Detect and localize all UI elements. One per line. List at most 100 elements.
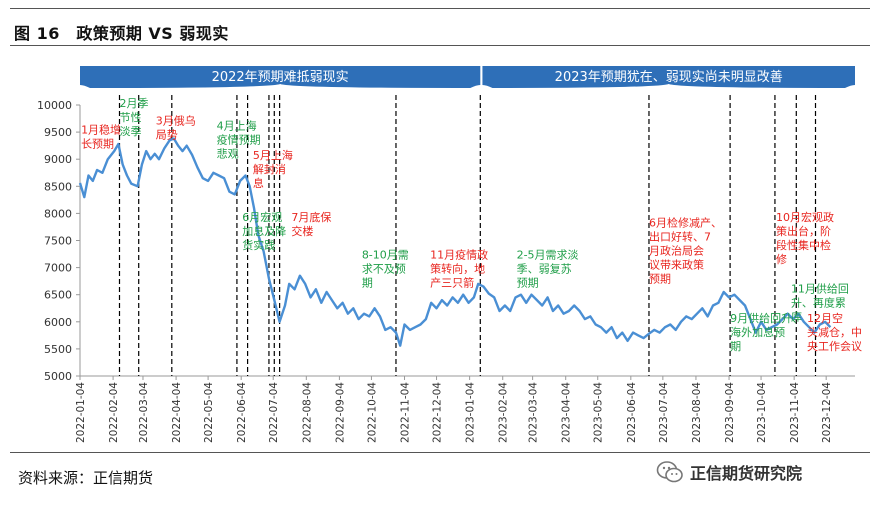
annotation-line: 疫情预期 bbox=[217, 132, 261, 146]
source-note: 资料来源：正信期货 bbox=[18, 469, 154, 487]
bottom-rule bbox=[10, 452, 870, 453]
annotation-line: 海外加息预 bbox=[730, 325, 785, 339]
annotation-text: 10月宏观政策出台，阶段性集中检修 bbox=[776, 210, 834, 266]
x-tick-label: 2023-01-04 bbox=[465, 382, 477, 443]
annotation-line: 8-10月需 bbox=[362, 248, 409, 261]
annotation-line: 淡季 bbox=[119, 125, 141, 138]
annotation-line: 库 bbox=[791, 311, 802, 324]
figure-title: 图 16 政策预期 VS 弱现实 bbox=[14, 24, 229, 43]
x-tick-label: 2022-09-04 bbox=[334, 382, 346, 443]
annotation-line: 央工作会议 bbox=[807, 340, 862, 353]
annotation-line: 预期 bbox=[649, 272, 671, 285]
annotation-line: 长预期 bbox=[81, 138, 114, 151]
x-tick-label: 2023-12-04 bbox=[821, 382, 833, 443]
y-tick-label: 5500 bbox=[44, 343, 72, 356]
annotation-line: 产三只箭 bbox=[430, 275, 474, 289]
x-tick-label: 2023-10-04 bbox=[756, 382, 768, 443]
annotation-line: 预期 bbox=[517, 276, 539, 289]
x-tick-label: 2022-05-04 bbox=[203, 382, 215, 443]
annotation-text: 11月供给回升、再度累库 bbox=[791, 282, 849, 324]
period-band-2 bbox=[482, 66, 855, 88]
annotation-line: 悲观 bbox=[217, 146, 239, 160]
x-tick-label: 2022-06-04 bbox=[236, 382, 248, 443]
top-rule bbox=[10, 8, 870, 9]
annotation-line: 月政治局会 bbox=[649, 243, 704, 257]
x-tick-label: 2023-08-04 bbox=[691, 382, 703, 443]
annotation-line: 议带来政策 bbox=[649, 257, 704, 271]
period-bands: 2022年预期难抵弱现实 2023年预期犹在、弱现实尚未明显改善 bbox=[80, 66, 855, 88]
annotation-line: 9月供给回升、 bbox=[730, 311, 803, 325]
annotation-text: 6月宏观加息及降货实践 bbox=[242, 210, 286, 252]
annotation-line: 节性 bbox=[119, 110, 141, 124]
y-tick-label: 7500 bbox=[44, 235, 72, 248]
annotation-line: 5月上海 bbox=[253, 148, 293, 162]
annotation-line: 修 bbox=[776, 252, 787, 266]
period-band-label-2: 2023年预期犹在、弱现实尚未明显改善 bbox=[555, 69, 783, 85]
y-tick-label: 10000 bbox=[37, 99, 72, 112]
x-tick-label: 2022-04-04 bbox=[171, 382, 183, 443]
annotation-line: 期 bbox=[362, 276, 373, 289]
annotation-line: 求不及预 bbox=[362, 262, 406, 275]
x-tick-label: 2022-07-04 bbox=[268, 382, 280, 443]
y-tick-label: 8000 bbox=[44, 207, 72, 220]
annotation-line: 头减仓，中 bbox=[807, 325, 862, 339]
axes: 5000 5500 6000 6500 7000 7500 8000 8500 9000 9500… bbox=[37, 99, 855, 443]
x-tick-label: 2023-02-04 bbox=[498, 382, 510, 443]
annotation-text: 2月季节性淡季 bbox=[119, 97, 148, 138]
series-line-1 bbox=[78, 137, 832, 347]
annotation-line: 4月上海 bbox=[217, 118, 257, 132]
annotation-text: 6月检修减产、出口好转、7 月政治局会议带来政策预期 bbox=[649, 215, 722, 285]
annotation-line: 息 bbox=[253, 176, 264, 190]
annotation-line: 12月空 bbox=[807, 311, 843, 325]
annotation-line: 升、再度累 bbox=[791, 296, 846, 310]
annotation-line: 段性集中检 bbox=[776, 238, 831, 252]
annotation-text: 7月底保交楼 bbox=[291, 210, 331, 238]
annotation-line: 6月检修减产、 bbox=[649, 215, 722, 229]
x-tick-label: 2022-01-04 bbox=[75, 382, 87, 443]
annotation-line: 7月底保 bbox=[291, 210, 331, 224]
annotation-text: 4月上海疫情预期悲观 bbox=[217, 118, 261, 160]
annotation-text: 8-10月需求不及预期 bbox=[362, 248, 409, 289]
annotation-line: 策转向，地 bbox=[430, 261, 485, 275]
annotation-text: 5月上海解封消息 bbox=[253, 148, 293, 190]
x-tick-label: 2022-11-04 bbox=[400, 382, 412, 443]
brand-logo: 正信期货研究院 bbox=[656, 458, 802, 486]
x-tick-label: 2023-04-04 bbox=[561, 382, 573, 443]
y-tick-label: 6500 bbox=[44, 289, 72, 302]
x-tick-label: 2022-03-04 bbox=[138, 382, 150, 443]
annotation-line: 策出台，阶 bbox=[776, 224, 831, 238]
annotation-text: 11月疫情政策转向，地产三只箭 bbox=[430, 247, 488, 289]
annotation-line: 10月宏观政 bbox=[776, 210, 834, 224]
annotation-line: 局势 bbox=[156, 129, 178, 142]
x-tick-label: 2023-09-04 bbox=[724, 382, 736, 443]
annotation-text: 3月俄乌局势 bbox=[156, 114, 196, 142]
annotation-text: 1月稳增长预期 bbox=[81, 123, 121, 151]
y-tick-label: 9500 bbox=[44, 126, 72, 139]
annotation-line: 11月疫情政 bbox=[430, 247, 488, 261]
y-tick-label: 7000 bbox=[44, 262, 72, 275]
annotation-text: 2-5月需求淡季、弱复苏预期 bbox=[517, 248, 579, 289]
logo-text: 正信期货研究院 bbox=[690, 464, 803, 483]
x-tick-label: 2023-06-04 bbox=[626, 382, 638, 443]
annotation-line: 季、弱复苏 bbox=[517, 261, 572, 275]
y-tick-label: 5000 bbox=[44, 370, 72, 383]
wechat-icon bbox=[656, 461, 683, 483]
x-tick-label: 2023-11-04 bbox=[789, 382, 801, 443]
annotation-line: 2月季 bbox=[119, 97, 148, 110]
x-tick-label: 2022-02-04 bbox=[108, 382, 120, 443]
period-band-1 bbox=[80, 66, 481, 88]
period-band-label-1: 2022年预期难抵弱现实 bbox=[212, 70, 349, 85]
annotation-text: 12月空头减仓，中央工作会议 bbox=[807, 311, 862, 353]
x-tick-label: 2022-10-04 bbox=[366, 382, 378, 443]
y-tick-label: 8500 bbox=[44, 180, 72, 193]
y-tick-label: 6000 bbox=[44, 316, 72, 329]
y-tick-label: 9000 bbox=[44, 153, 72, 166]
annotation-text: 9月供给回升、海外加息预期 bbox=[730, 311, 803, 353]
annotation-line: 加息及降 bbox=[242, 224, 286, 238]
annotation-line: 11月供给回 bbox=[791, 282, 849, 296]
annotation-line: 解封消 bbox=[253, 162, 286, 176]
x-tick-label: 2022-08-04 bbox=[301, 382, 313, 443]
annotation-line: 1月稳增 bbox=[81, 123, 121, 137]
line-chart: 2022年预期难抵弱现实 2023年预期犹在、弱现实尚未明显改善 5000 5500… bbox=[37, 66, 862, 443]
